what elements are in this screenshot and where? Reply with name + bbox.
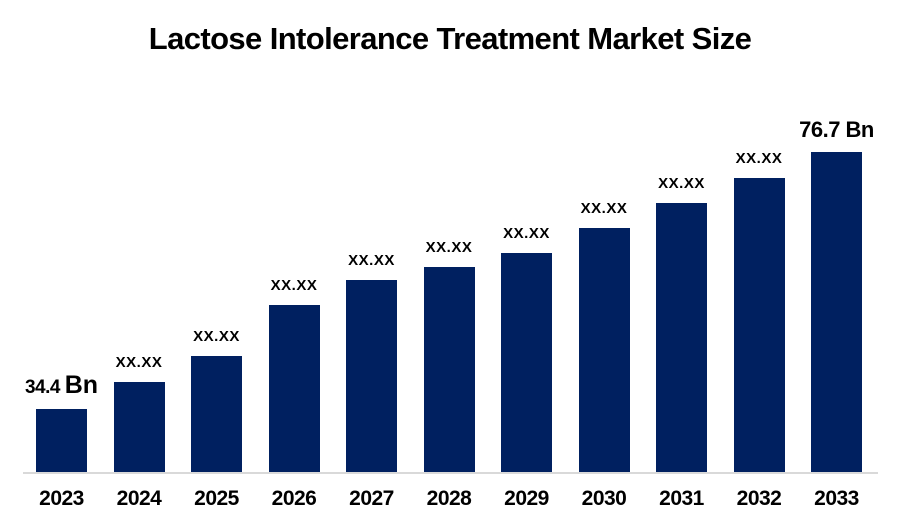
bar-2030	[578, 228, 630, 472]
x-axis-tick-label-2029: 2029	[504, 487, 549, 510]
x-axis-tick-label-2023: 2023	[39, 487, 84, 510]
x-axis-tick-label-2025: 2025	[194, 487, 239, 510]
x-axis-tick-label-2024: 2024	[116, 487, 162, 510]
bar-2023	[36, 409, 87, 472]
bar-2033	[811, 152, 862, 472]
bar-2028	[423, 267, 475, 472]
bar-value-label: XX.XX	[735, 150, 783, 167]
x-axis-tick-label-2028: 2028	[426, 487, 472, 510]
x-axis-tick-label-2030: 2030	[581, 487, 627, 510]
bar-value-label: XX.XX	[270, 277, 318, 294]
x-axis-tick-label-2032: 2032	[736, 487, 782, 510]
bar-2025	[191, 356, 242, 472]
bar-2024	[113, 382, 165, 472]
bar-value-label: XX.XX	[115, 354, 163, 371]
x-axis-tick-label-2027: 2027	[349, 487, 394, 510]
bar-value-label: 76.7 Bn	[799, 117, 874, 142]
bar-value-label: 34.4 Bn	[24, 371, 99, 399]
bar-2026	[268, 305, 320, 472]
bar-value-label: XX.XX	[580, 200, 628, 217]
bar-2032	[733, 178, 785, 472]
bar-value-label: XX.XX	[193, 328, 240, 345]
bar-2031	[656, 203, 707, 472]
bar-value-label: XX.XX	[658, 175, 705, 192]
bar-value-label: XX.XX	[503, 225, 550, 242]
bar-2027	[346, 280, 397, 472]
bar-value-label: XX.XX	[425, 239, 473, 256]
x-axis-tick-label-2026: 2026	[271, 487, 317, 510]
bar-2029	[501, 253, 552, 472]
x-axis-line	[23, 472, 878, 474]
chart-title: Lactose Intolerance Treatment Market Siz…	[148, 21, 752, 56]
x-axis-tick-label-2031: 2031	[659, 487, 704, 510]
x-axis-tick-label-2033: 2033	[814, 487, 859, 510]
bar-value-label: XX.XX	[348, 252, 395, 269]
